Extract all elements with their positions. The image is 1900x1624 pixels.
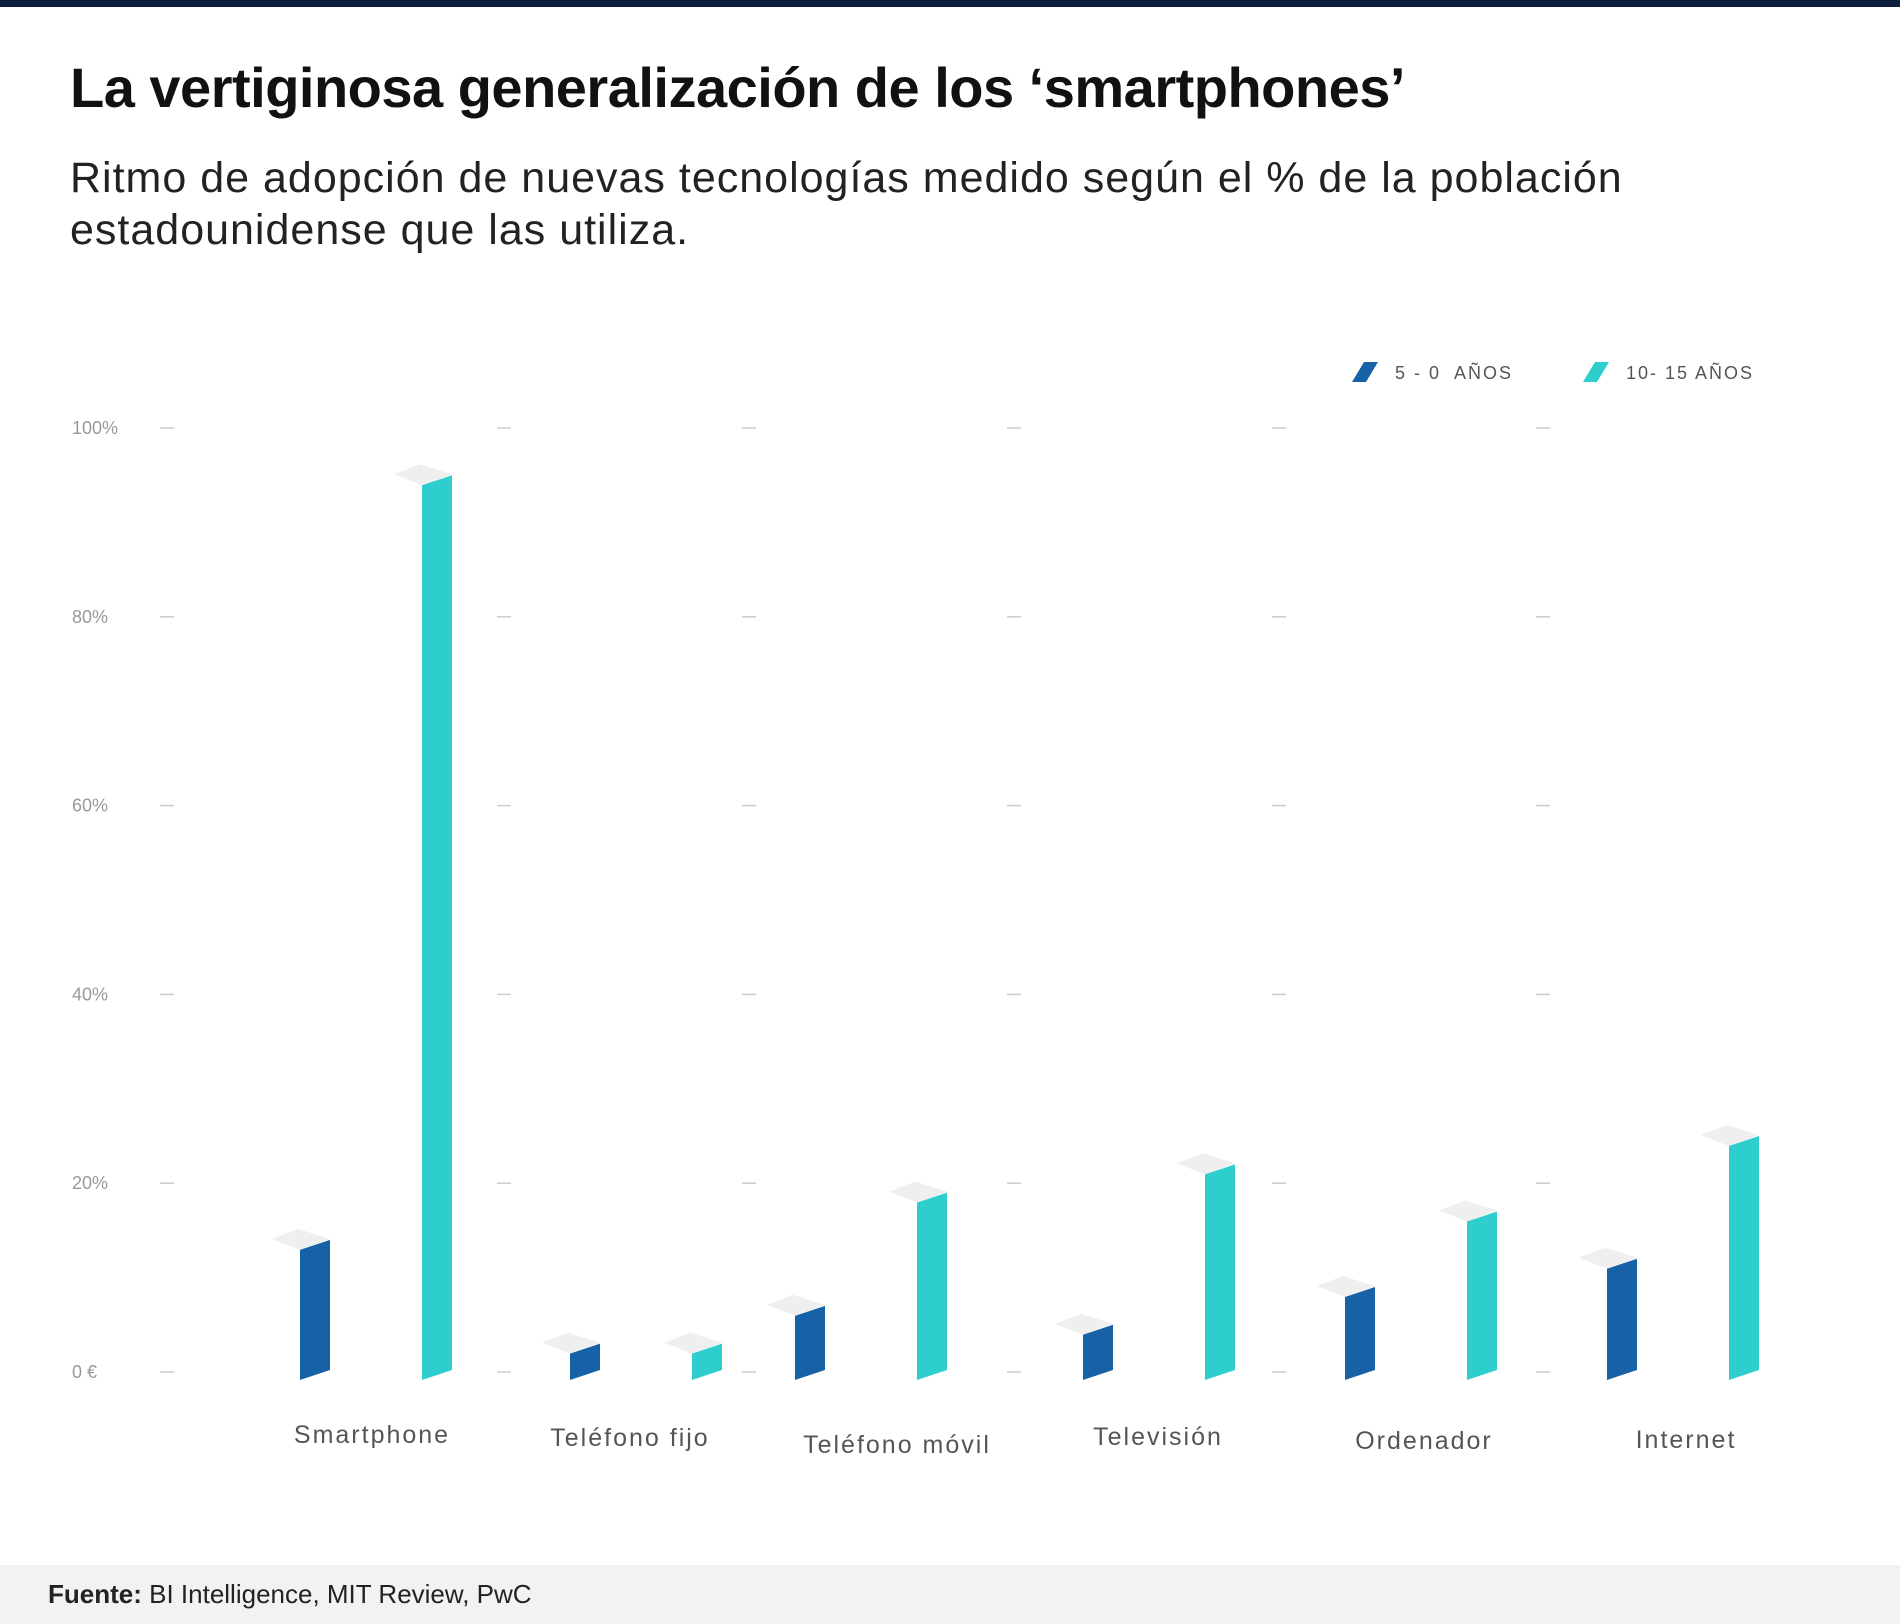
bar <box>692 1343 722 1380</box>
bar <box>422 475 452 1380</box>
y-tick-label: 100% <box>72 418 118 438</box>
category-label: Smartphone <box>294 1421 450 1449</box>
legend-label: 5 - 0 AÑOS <box>1395 362 1513 383</box>
bar-cap <box>1177 1153 1235 1175</box>
bar-cap <box>272 1228 330 1250</box>
legend-swatch <box>1583 362 1609 382</box>
bar <box>1607 1258 1637 1380</box>
y-tick-label: 80% <box>72 607 108 627</box>
bar <box>795 1305 825 1380</box>
y-tick-label: 0 € <box>72 1362 97 1382</box>
bar <box>1205 1164 1235 1380</box>
category-label: Teléfono móvil <box>803 1431 991 1459</box>
bar-cap <box>664 1332 722 1354</box>
bar <box>1467 1211 1497 1380</box>
chart-subtitle: Ritmo de adopción de nuevas tecnologías … <box>70 154 1623 254</box>
bar <box>917 1192 947 1380</box>
bar-cap <box>889 1181 947 1203</box>
bar-cap <box>542 1332 600 1354</box>
bar <box>1345 1287 1375 1380</box>
bar-cap <box>767 1294 825 1316</box>
y-tick-label: 40% <box>72 984 108 1004</box>
bar <box>1729 1136 1759 1380</box>
category-label: Internet <box>1636 1426 1737 1454</box>
bar-cap <box>394 464 452 486</box>
bar-cap <box>1439 1200 1497 1222</box>
category-label: Ordenador <box>1355 1427 1493 1455</box>
bar-cap <box>1701 1125 1759 1146</box>
bar <box>300 1239 330 1380</box>
chart-title: La vertiginosa generalización de los ‘sm… <box>70 56 1405 119</box>
legend-label: 10- 15 AÑOS <box>1626 362 1754 383</box>
bar <box>570 1343 600 1380</box>
footer: Fuente: BI Intelligence, MIT Review, PwC <box>0 1565 1900 1624</box>
category-label: Televisión <box>1093 1423 1223 1451</box>
bar <box>1083 1324 1113 1380</box>
bar-cap <box>1579 1247 1637 1269</box>
bar-cap <box>1317 1276 1375 1298</box>
source-label: Fuente: <box>48 1579 142 1609</box>
legend-swatch <box>1352 362 1378 382</box>
category-label: Teléfono fijo <box>550 1424 709 1452</box>
y-tick-label: 60% <box>72 796 108 816</box>
source-note: Fuente: BI Intelligence, MIT Review, PwC <box>48 1579 532 1610</box>
y-tick-label: 20% <box>72 1173 108 1193</box>
top-rule <box>0 0 1900 7</box>
bar-chart: 0 € 20% 40% 60% 80% 100% Smartphone Teléfono fi… <box>72 362 1759 1459</box>
bar-cap <box>1055 1313 1113 1335</box>
source-text: BI Intelligence, MIT Review, PwC <box>149 1579 532 1609</box>
